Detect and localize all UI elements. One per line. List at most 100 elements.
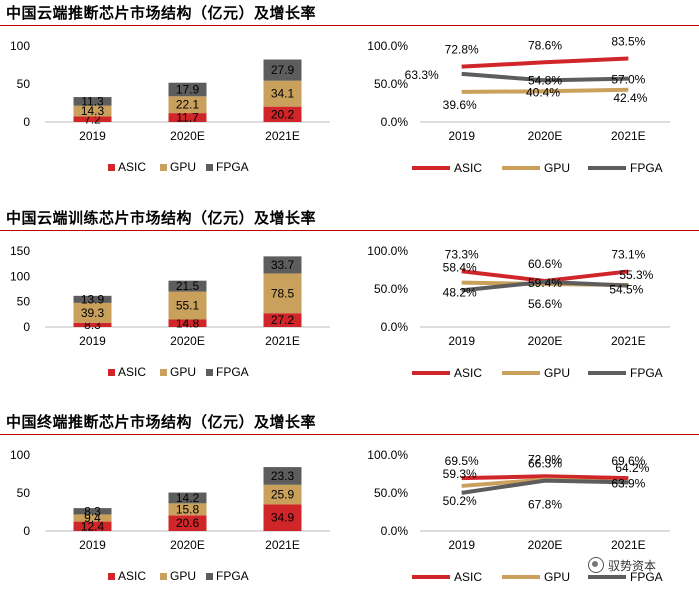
data-label-gpu: 56.6% — [528, 297, 562, 311]
data-label-fpga: 33.7 — [271, 258, 295, 272]
x-tick-label: 2019 — [79, 538, 106, 552]
section-1-line-chart: 0.0% 50.0% 100.0% 72.8% 78.6% 83.5% 39.6% 40.4%… — [367, 35, 670, 175]
legend-label-asic: ASIC — [118, 160, 146, 174]
x-tick-label: 2019 — [448, 538, 475, 552]
data-label-gpu: 59.3% — [443, 467, 477, 481]
bar-gpu-2020e — [168, 291, 207, 320]
data-label-asic: 78.6% — [528, 38, 562, 52]
legend-swatch-fpga — [206, 369, 213, 376]
data-label-fpga: 14.2 — [176, 491, 200, 505]
watermark: 驭势资本 — [588, 557, 656, 574]
data-label-fpga: 11.3 — [81, 94, 104, 108]
data-label-fpga: 59.4% — [528, 276, 562, 290]
y-tick-label: 50.0% — [374, 282, 408, 296]
bar-fpga-2019 — [73, 508, 112, 515]
data-label-fpga: 57.0% — [611, 73, 645, 87]
bar-asic-2021e — [263, 504, 302, 531]
bar-gpu-2020e — [168, 503, 207, 516]
section-1-title: 中国云端推断芯片市场结构（亿元）及增长率 — [6, 4, 317, 22]
bar-fpga-2021e — [263, 59, 302, 81]
data-label-gpu: 55.1 — [176, 299, 200, 313]
data-label-fpga: 66.3% — [528, 457, 562, 471]
section-1-divider — [0, 25, 699, 26]
data-label-asic: 34.9 — [271, 511, 295, 525]
bar-gpu-2019 — [73, 302, 112, 323]
bar-gpu-2019 — [73, 105, 112, 117]
x-tick-label: 2021E — [611, 334, 646, 348]
legend-label-fpga: FPGA — [216, 160, 249, 174]
bar-gpu-2021e — [263, 273, 302, 314]
wechat-logo-icon — [588, 557, 604, 573]
bar-asic-2021e — [263, 313, 302, 327]
data-label-asic: 73.3% — [445, 247, 479, 261]
y-tick-label: 0 — [23, 524, 30, 538]
section-2-bar-chart: 0501001508.339.313.9201914.855.121.52020… — [10, 244, 330, 379]
section-1-bar-chart: 0501007.214.311.3201911.722.117.92020E20… — [10, 39, 330, 174]
data-label-asic: 69.6% — [611, 454, 645, 468]
y-tick-label: 150 — [10, 244, 30, 258]
bar-asic-2020e — [168, 113, 207, 122]
y-tick-label: 50 — [17, 77, 31, 91]
data-label-fpga: 17.9 — [176, 83, 200, 97]
data-label-gpu: 34.1 — [271, 87, 295, 101]
y-tick-label: 0 — [23, 115, 30, 129]
bar-fpga-2021e — [263, 467, 302, 485]
bar-fpga-2020e — [168, 492, 207, 504]
data-label-gpu: 39.3 — [81, 306, 105, 320]
legend-label-asic: ASIC — [454, 570, 482, 584]
y-tick-label: 100 — [10, 448, 30, 462]
legend-label-fpga: FPGA — [630, 366, 663, 380]
legend-swatch-asic — [108, 573, 115, 580]
section-2-title: 中国云端训练芯片市场结构（亿元）及增长率 — [6, 209, 317, 227]
bar-fpga-2021e — [263, 256, 302, 274]
data-label-asic: 72.8% — [445, 43, 479, 57]
legend-label-asic: ASIC — [454, 366, 482, 380]
legend-label-asic: ASIC — [454, 161, 482, 175]
data-label-asic: 83.5% — [611, 35, 645, 49]
y-tick-label: 0.0% — [381, 320, 409, 334]
data-label-fpga: 13.9 — [81, 292, 105, 306]
y-tick-label: 100 — [10, 39, 30, 53]
series-line-asic — [461, 474, 629, 481]
legend-label-asic: ASIC — [118, 365, 146, 379]
legend-label-gpu: GPU — [544, 366, 570, 380]
section-3-title: 中国终端推断芯片市场结构（亿元）及增长率 — [6, 413, 317, 431]
legend-label-gpu: GPU — [170, 569, 196, 583]
data-label-asic: 11.7 — [176, 111, 199, 125]
legend-label-gpu: GPU — [544, 570, 570, 584]
bar-gpu-2021e — [263, 80, 302, 107]
legend-swatch-gpu — [160, 369, 167, 376]
data-label-gpu: 25.9 — [271, 488, 295, 502]
data-label-gpu: 42.4% — [613, 91, 647, 105]
x-tick-label: 2019 — [79, 129, 106, 143]
legend-label-gpu: GPU — [170, 160, 196, 174]
data-label-gpu: 55.3% — [619, 268, 653, 282]
x-tick-label: 2019 — [79, 334, 106, 348]
bar-gpu-2020e — [168, 96, 207, 114]
data-label-gpu: 58.4% — [443, 261, 477, 275]
data-label-asic: 27.2 — [271, 313, 295, 327]
x-tick-label: 2020E — [528, 129, 563, 143]
data-label-asic: 69.5% — [445, 454, 479, 468]
data-label-fpga: 27.9 — [271, 63, 295, 77]
y-tick-label: 50.0% — [374, 486, 408, 500]
data-label-fpga: 63.9% — [611, 476, 645, 490]
bar-gpu-2021e — [263, 484, 302, 505]
series-line-asic — [461, 56, 629, 69]
data-label-gpu: 67.8% — [528, 497, 562, 511]
section-3-divider — [0, 434, 699, 435]
legend-label-gpu: GPU — [544, 161, 570, 175]
x-tick-label: 2020E — [170, 129, 205, 143]
bar-fpga-2019 — [73, 295, 112, 303]
data-label-fpga: 48.2% — [443, 285, 477, 299]
data-label-gpu: 14.3 — [81, 104, 105, 118]
data-label-fpga: 54.5% — [609, 283, 643, 297]
y-tick-label: 100.0% — [367, 244, 408, 258]
section-3-line-chart: 0.0% 50.0% 100.0% 69.5% 72.0% 69.6% 59.3% 67.8%… — [367, 448, 670, 584]
series-line-fpga — [461, 71, 629, 83]
legend-swatch-fpga — [206, 164, 213, 171]
legend-swatch-gpu — [160, 573, 167, 580]
data-label-asic: 14.8 — [176, 316, 200, 330]
bar-asic-2019 — [73, 116, 112, 122]
data-label-asic: 20.6 — [176, 516, 200, 530]
